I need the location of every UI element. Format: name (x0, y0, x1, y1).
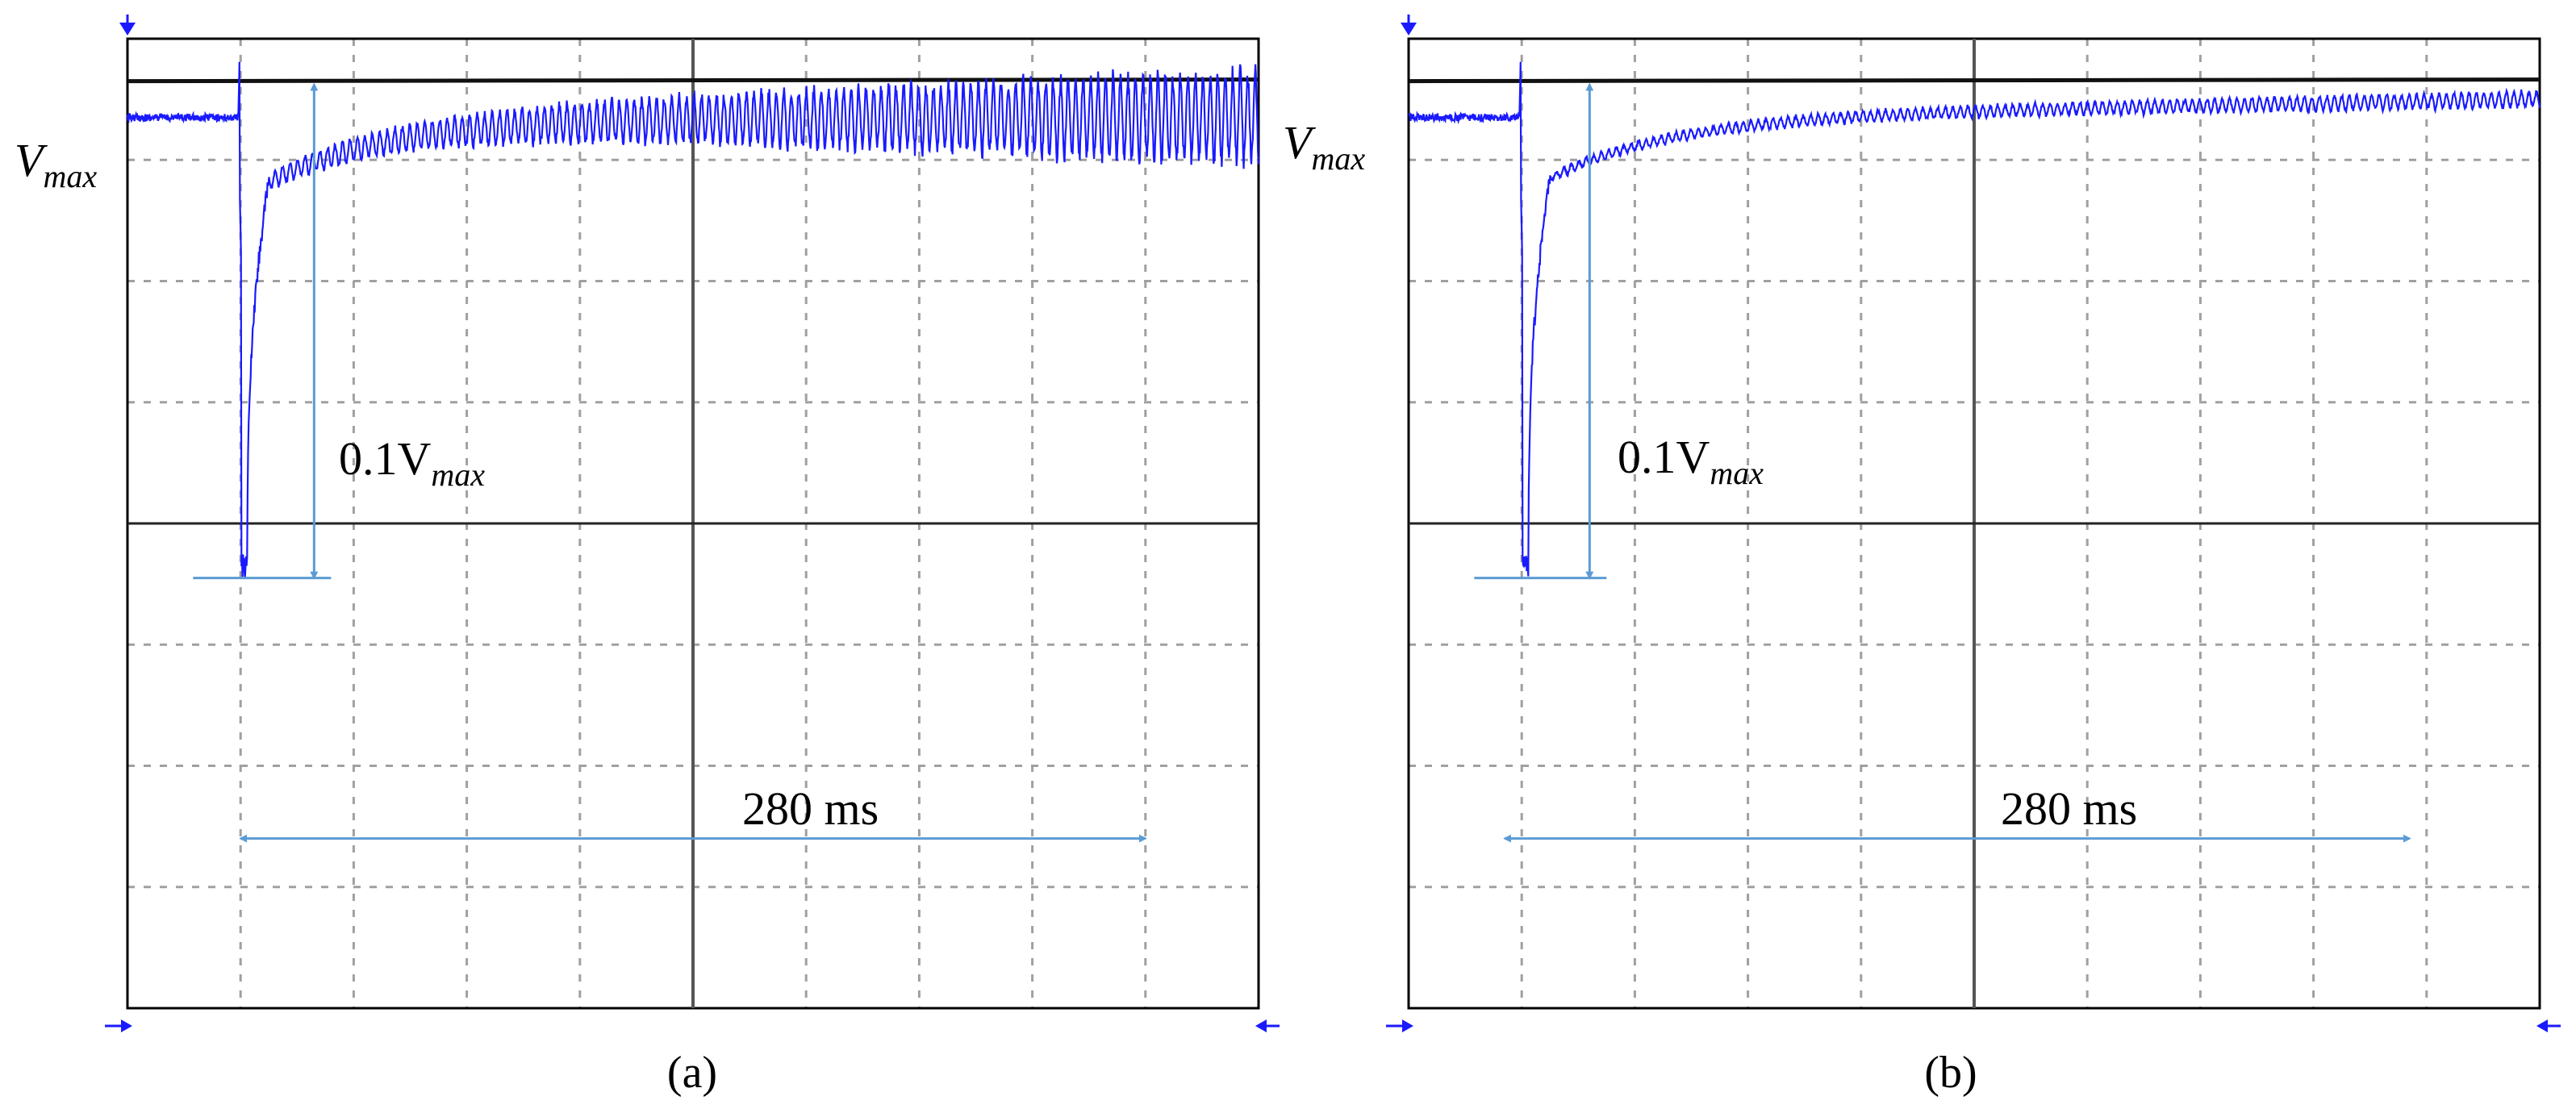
caption-b: (b) (1924, 1048, 1977, 1098)
left-ground-marker (121, 1019, 132, 1032)
vmax-label-a: Vmax (15, 134, 97, 194)
top-trigger-marker (119, 23, 136, 35)
edge-markers-a (105, 15, 1280, 1032)
annotations-b (1474, 82, 2411, 843)
annotations-a (193, 82, 1147, 843)
edge-markers-b (1386, 15, 2561, 1032)
top-trigger-marker (1401, 23, 1417, 35)
time-span-label-a: 280 ms (742, 782, 879, 835)
time-span-label-b: 280 ms (2001, 782, 2137, 835)
vmax-reference-line-a (127, 77, 1259, 84)
center-lines-a (127, 39, 1259, 1008)
panel-b: Vmax 0.1Vmax 280 ms (b) (1283, 15, 2561, 1098)
caption-a: (a) (667, 1048, 717, 1098)
right-marker (2536, 1019, 2548, 1032)
center-lines-b (1409, 39, 2540, 1008)
vmax-label-b: Vmax (1283, 116, 1365, 177)
voltage-trace-b (1408, 61, 2541, 577)
left-ground-marker (1402, 1019, 1413, 1032)
right-marker (1255, 1019, 1267, 1032)
dip-label-b: 0.1Vmax (1618, 431, 1764, 491)
panel-a: Vmax 0.1Vmax 280 ms (a) (15, 15, 1280, 1098)
dip-label-a: 0.1Vmax (339, 432, 485, 493)
vmax-reference-line-b (1408, 77, 2541, 84)
